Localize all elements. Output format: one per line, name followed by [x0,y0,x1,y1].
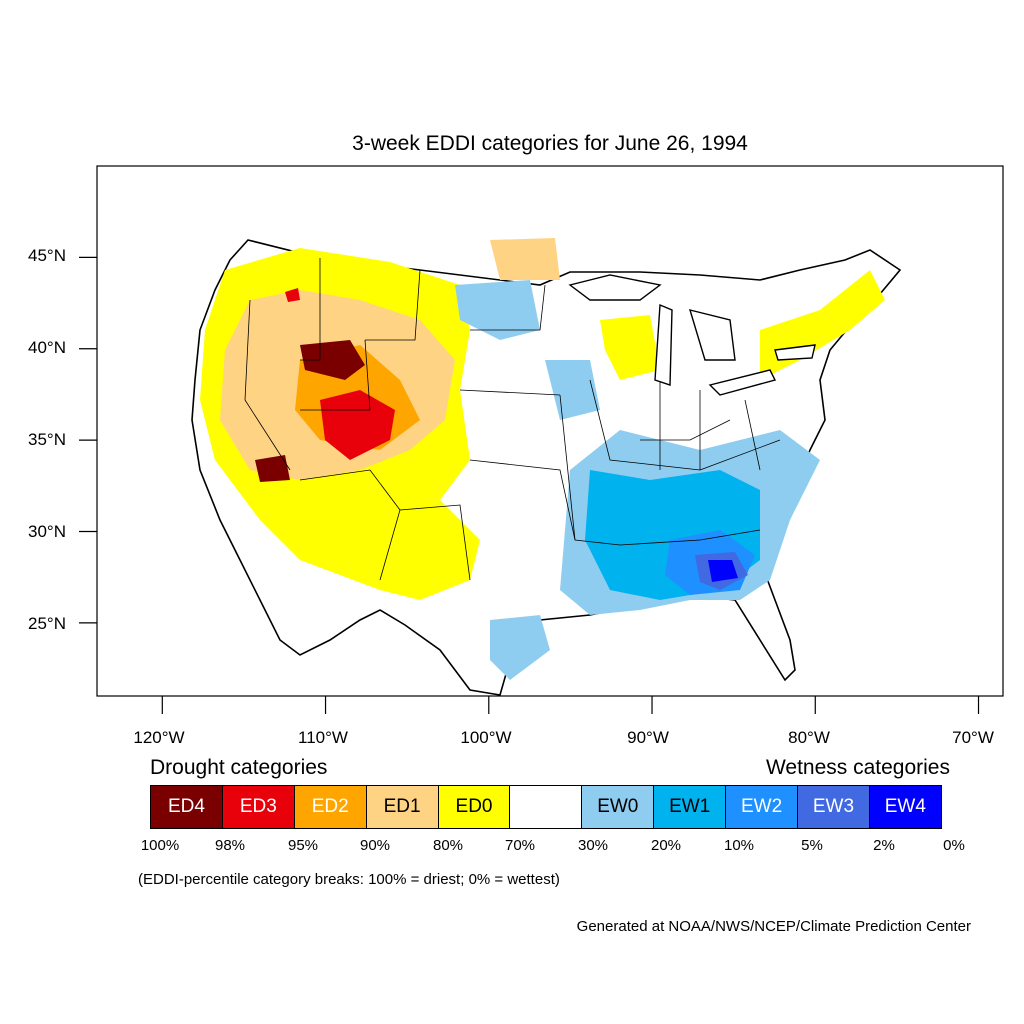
legend-label-ed1: ED1 [383,796,421,817]
lake-superior [568,274,662,301]
lon-label-80w: 80°W [788,728,830,747]
legend-cell-ed3: ED3 [221,785,295,829]
lat-label-45n: 45°N [28,246,66,265]
legend-cell-ed4: ED4 [150,785,223,829]
ew4-georgia [708,560,738,582]
break-10: 10% [723,837,755,854]
ed4-region-1 [300,340,365,380]
legend-cell-ed1: ED1 [365,785,439,829]
legend-cell-ed2: ED2 [293,785,367,829]
wetness-heading: Wetness categories [765,756,950,779]
lake-ontario [774,344,816,361]
ed1-northern-minnesota [490,238,560,280]
lat-label-30n: 30°N [28,522,66,541]
legend-label-ed0: ED0 [455,796,493,817]
legend-label-ed4: ED4 [167,796,205,817]
ed4-region-2 [255,455,290,482]
break-95: 95% [287,837,319,854]
map-content [191,238,902,696]
drought-heading: Drought categories [150,756,328,779]
break-98: 98% [214,837,246,854]
ew0-texas-coast [490,615,550,680]
break-30: 30% [577,837,609,854]
break-90: 90% [359,837,391,854]
lat-label-25n: 25°N [28,614,66,633]
ed0-wisconsin [600,315,660,380]
break-70: 70% [504,837,536,854]
break-80: 80% [432,837,464,854]
break-0: 0% [943,837,965,854]
state-borders [244,258,781,581]
ew0-dakotas [455,280,540,340]
legend-colorbar: ED4 ED3 ED2 ED1 ED0 EW0 EW1 EW2 EW3 EW4 [150,785,942,829]
break-20: 20% [650,837,682,854]
legend-cell-ew1: EW1 [653,785,727,829]
drought-regions [200,238,885,600]
wetness-regions [455,280,820,680]
legend-cell-neutral [509,785,583,829]
ew0-nebraska [545,360,600,420]
legend-label-ed2: ED2 [311,796,349,817]
legend-cell-ed0: ED0 [437,785,511,829]
ed3-region-2 [285,288,300,302]
break-2: 2% [873,837,895,854]
lat-label-40n: 40°N [28,338,66,357]
great-lakes [568,274,816,396]
legend-label-ew1: EW1 [669,796,711,817]
legend-label-ew4: EW4 [884,796,926,817]
lon-label-100w: 100°W [460,728,512,747]
axis-ticks [79,256,980,714]
legend-label-ew0: EW0 [597,796,639,817]
lon-label-110w: 110°W [298,728,348,747]
lat-label-35n: 35°N [28,430,66,449]
map-title: 3-week EDDI categories for June 26, 1994 [352,132,748,155]
legend-label-ew3: EW3 [812,796,855,817]
lake-huron [688,309,736,361]
ed3-region [320,390,395,460]
lon-label-90w: 90°W [627,728,669,747]
lon-label-120w: 120°W [133,728,185,747]
break-100: 100% [140,837,180,854]
lake-michigan [654,303,673,386]
category-note: (EDDI-percentile category breaks: 100% =… [138,871,560,888]
lon-label-70w: 70°W [952,728,994,747]
credit-line: Generated at NOAA/NWS/NCEP/Climate Predi… [576,918,971,935]
legend-cell-ew4: EW4 [868,785,942,829]
lake-erie [708,369,777,396]
legend-label-ed3: ED3 [239,796,277,817]
map-frame [96,165,1004,697]
legend-cell-ew3: EW3 [797,785,870,829]
legend-label-ew2: EW2 [740,796,783,817]
break-5: 5% [801,837,823,854]
legend-cell-ew0: EW0 [581,785,655,829]
legend-cell-ew2: EW2 [725,785,799,829]
